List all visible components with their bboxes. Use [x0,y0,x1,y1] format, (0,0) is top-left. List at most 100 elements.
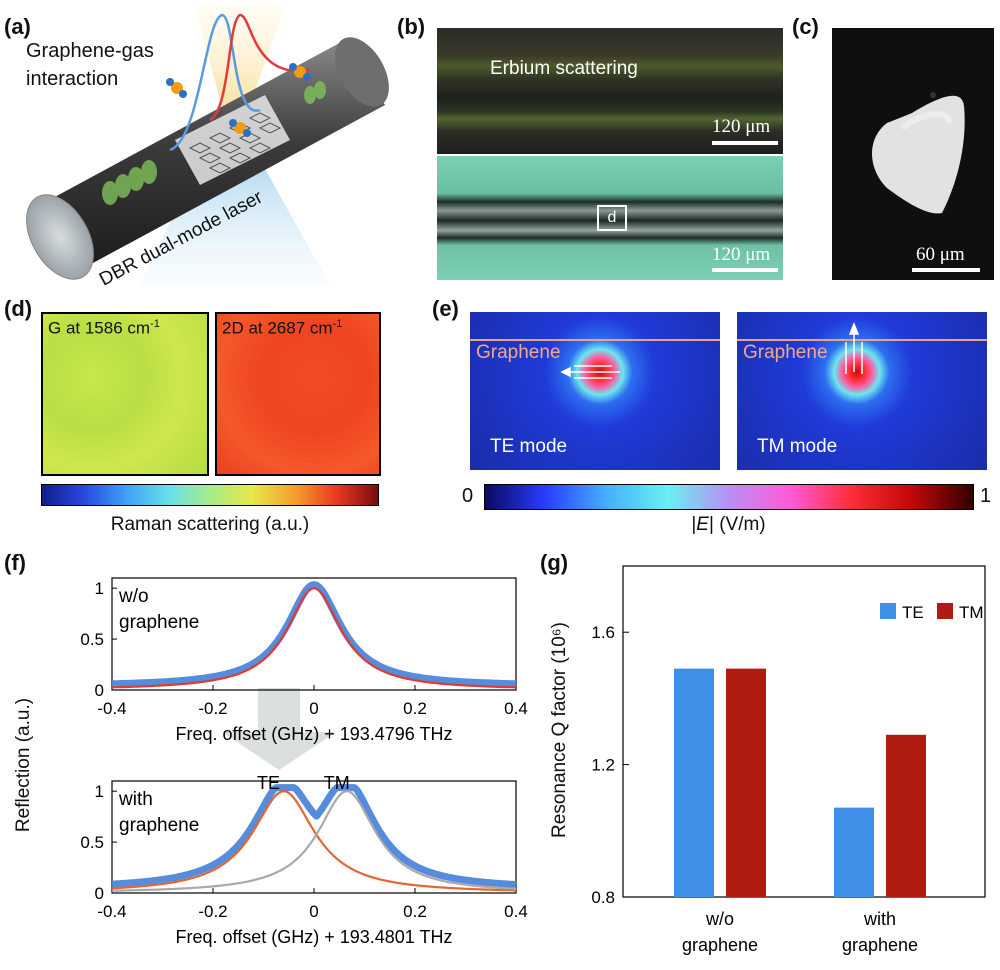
plot-note: graphene [119,815,199,836]
colorbar-min-label: 0 [462,485,474,507]
raman-2d-sup: -1 [332,318,343,330]
scale-bar-label: 120 μm [712,244,771,265]
x-axis-label: Freq. offset (GHz) + 193.4801 THz [176,927,453,947]
panel-label-d: (d) [4,296,33,321]
x-tick-label: -0.4 [97,902,126,921]
g-ylabel: Resonance Q factor (10⁶) [549,622,570,838]
y-tick-label: 0 [95,884,104,903]
legend-label: TE [902,603,924,622]
zoom-region-box: d [597,205,627,231]
panel-label-a: (a) [4,14,31,39]
cb-label-e: E [696,514,709,535]
tm-mode-label: TM mode [757,436,838,457]
scale-bar [712,268,778,272]
legend-swatch [880,603,896,619]
brightfield-image [437,156,783,280]
bar-te [674,668,714,897]
x-tick-label: -0.2 [198,902,227,921]
measured-data [111,784,517,888]
legend-label: TM [959,603,984,622]
category-label: with [863,909,896,929]
erbium-scattering-image [437,28,783,154]
tm-peak-label: TM [324,773,350,793]
x-tick-label: 0.2 [403,902,427,921]
raman-g-text: G at 1586 cm [48,318,151,338]
fit-curve [111,790,517,892]
x-tick-label: -0.2 [198,699,227,718]
x-tick-label: 0 [309,902,318,921]
raman-2d-text: 2D at 2687 cm [222,318,333,338]
category-label: w/o [705,909,734,929]
fit-curve [111,587,517,689]
y-tick-label: 0 [95,681,104,700]
scale-bar-label: 120 μm [712,116,771,137]
plot-note: graphene [119,612,199,633]
te-mode-field [470,312,720,470]
raman-map-g [41,312,209,476]
q-factor-chart: 0.8 1.2 1.6 w/o graphene with graphene TE TM [591,565,986,955]
y-tick-label: 0.8 [591,888,615,907]
x-tick-label: -0.4 [97,699,126,718]
plot-frame [622,565,986,898]
raman-g-label: G at 1586 cm-1 [48,318,160,339]
plot-note: w/o [118,586,149,607]
y-tick-label: 1.6 [591,623,615,642]
measured-data [111,581,517,688]
y-tick-label: 0.5 [80,833,104,852]
graphene-line [737,339,987,341]
x-axis-label: Freq. offset (GHz) + 193.4796 THz [176,724,453,744]
plot-note: with [118,789,153,810]
image-divider [437,154,783,156]
raman-g-sup: -1 [150,318,160,330]
x-tick-label: 0.4 [504,902,528,921]
gas-molecule-icon [166,63,311,137]
scale-bar [912,268,980,272]
x-tick-label: 0 [309,699,318,718]
bar-te [834,807,874,897]
raman-colorbar [41,484,379,506]
tm-graphene-label: Graphene [743,342,828,363]
legend-swatch [937,603,953,619]
x-tick-label: 0.2 [403,699,427,718]
fit-curve [112,790,517,892]
raman-colorbar-label: Raman scattering (a.u.) [110,514,310,535]
panel-label-g: (g) [540,550,569,575]
category-label: graphene [682,935,758,955]
field-arrows [560,321,863,379]
y-tick-label: 1 [95,579,104,598]
category-label: graphene [842,935,918,955]
te-graphene-label: Graphene [476,342,561,363]
scale-bar [712,141,778,145]
fiber-illustration [26,5,389,285]
field-colorbar-label: |E| (V/m) [470,514,987,536]
transition-arrow [222,688,336,770]
te-peak-label: TE [257,773,280,793]
interaction-label: interaction [26,68,119,90]
y-tick-label: 1 [95,782,104,801]
bar-tm [726,668,766,897]
panel-label-b: (b) [397,14,426,39]
tm-mode-field [737,312,987,470]
te-mode-label: TE mode [490,436,568,457]
raman-2d-label: 2D at 2687 cm-1 [222,318,342,339]
bar-tm [886,734,926,897]
plot-frame [111,577,517,691]
panel-label-c: (c) [792,14,819,39]
x-tick-label: 0.4 [504,699,528,718]
y-tick-label: 0.5 [80,630,104,649]
graphene-line [470,339,720,341]
cb-label-post: | (V/m) [708,514,766,535]
fiber-cross-section [872,92,965,214]
erbium-scattering-label: Erbium scattering [490,58,638,79]
raman-map-2d [215,312,381,476]
y-tick-label: 1.2 [591,756,615,775]
reflection-spectra: -0.4 -0.2 0 0.2 0.4 0 0.5 1 Freq. offset (GHz) +… [80,577,528,947]
field-colorbar [484,484,974,510]
panel-label-e: (e) [432,296,459,321]
scale-bar-label: 60 μm [916,244,965,265]
cb-label-pre: | [691,514,697,535]
f-ylabel: Reflection (a.u.) [13,697,34,833]
panel-label-f: (f) [4,550,26,575]
colorbar-max-label: 1 [980,485,992,507]
graphene-gas-label: Graphene-gas [26,40,154,62]
